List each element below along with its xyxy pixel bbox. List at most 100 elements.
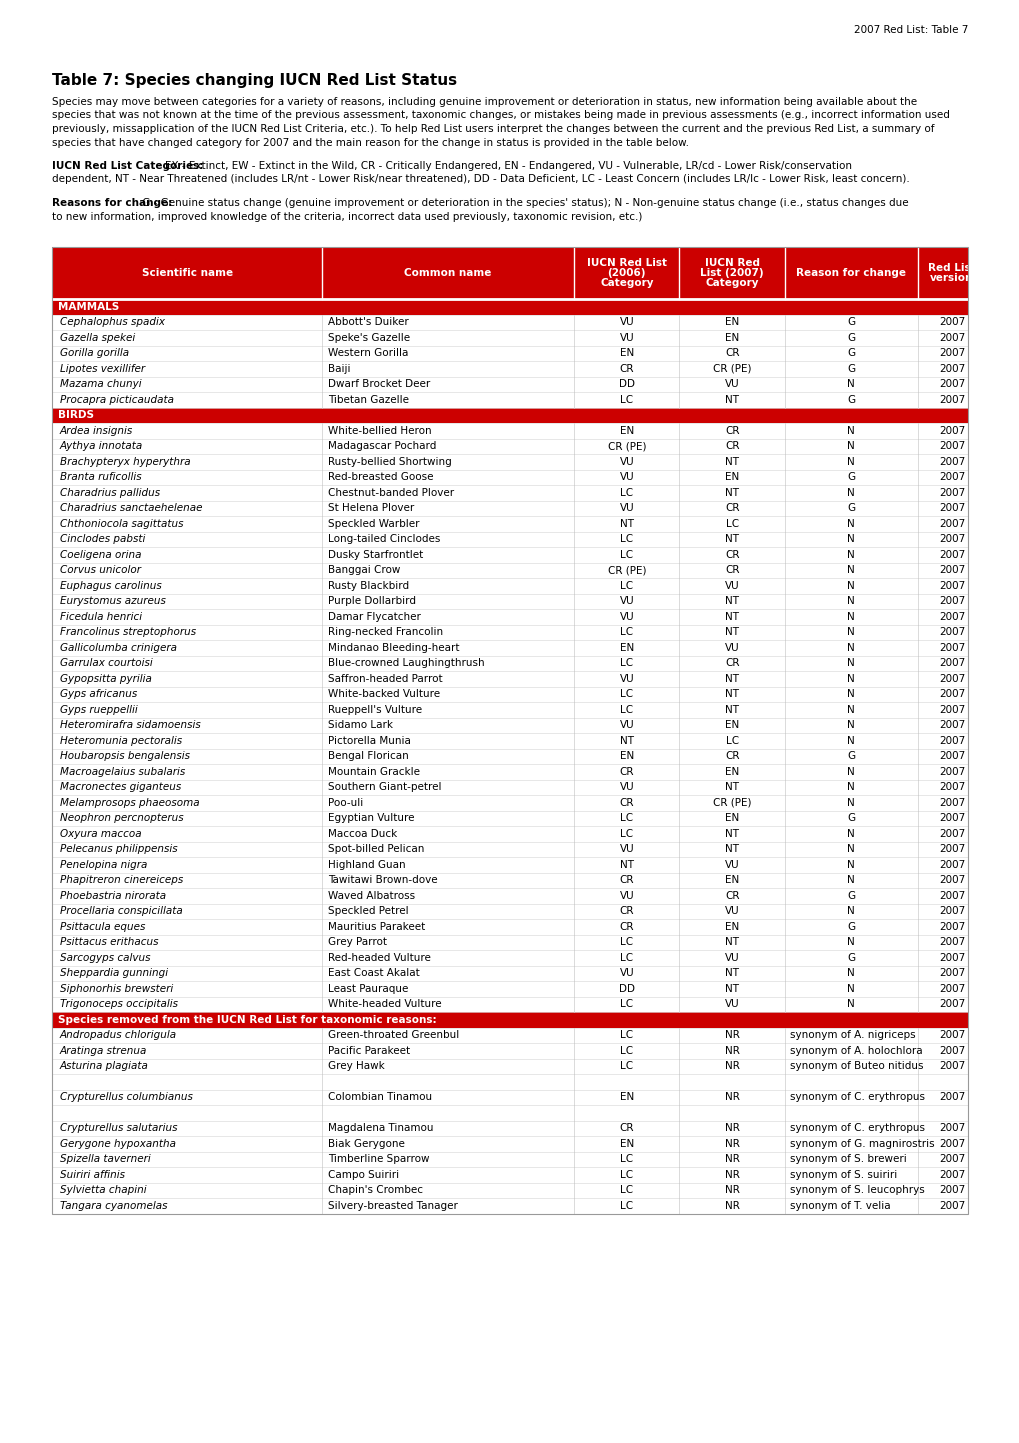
Text: NR: NR xyxy=(723,1061,739,1071)
Text: LC: LC xyxy=(620,1201,633,1211)
Text: VU: VU xyxy=(619,457,634,466)
Text: 2007: 2007 xyxy=(937,999,964,1009)
Text: LC: LC xyxy=(620,1046,633,1056)
Text: EN: EN xyxy=(725,317,739,328)
Text: Colombian Tinamou: Colombian Tinamou xyxy=(328,1092,432,1102)
Bar xyxy=(52,825,967,841)
Text: Gorilla gorilla: Gorilla gorilla xyxy=(60,348,129,358)
Text: 2007: 2007 xyxy=(937,550,964,560)
Text: Houbaropsis bengalensis: Houbaropsis bengalensis xyxy=(60,752,190,762)
Bar xyxy=(52,531,967,547)
Text: 2007: 2007 xyxy=(937,1030,964,1040)
Text: LC: LC xyxy=(620,1185,633,1195)
Text: N: N xyxy=(847,906,854,916)
Bar xyxy=(52,1012,967,1027)
Bar xyxy=(52,1027,967,1043)
Text: Species may move between categories for a variety of reasons, including genuine : Species may move between categories for … xyxy=(52,97,916,107)
Text: Aythya innotata: Aythya innotata xyxy=(60,442,143,452)
Text: Waved Albatross: Waved Albatross xyxy=(328,890,415,900)
Text: 2007: 2007 xyxy=(937,658,964,668)
Text: G: G xyxy=(847,317,855,328)
Bar xyxy=(52,795,967,811)
Bar xyxy=(52,247,967,1214)
Text: CR (PE): CR (PE) xyxy=(712,798,751,808)
Bar xyxy=(52,749,967,763)
Text: 2007: 2007 xyxy=(937,766,964,776)
Text: NT: NT xyxy=(725,534,739,544)
Text: Red-headed Vulture: Red-headed Vulture xyxy=(328,952,431,962)
Text: 2007: 2007 xyxy=(937,860,964,870)
Text: Francolinus streptophorus: Francolinus streptophorus xyxy=(60,628,196,638)
Text: Blue-crowned Laughingthrush: Blue-crowned Laughingthrush xyxy=(328,658,484,668)
Text: N: N xyxy=(847,798,854,808)
Text: N: N xyxy=(847,720,854,730)
Bar xyxy=(52,1043,967,1059)
Text: Gyps rueppellii: Gyps rueppellii xyxy=(60,704,138,714)
Bar xyxy=(52,811,967,825)
Text: VU: VU xyxy=(619,968,634,978)
Text: Pacific Parakeet: Pacific Parakeet xyxy=(328,1046,410,1056)
Text: VU: VU xyxy=(619,472,634,482)
Text: Timberline Sparrow: Timberline Sparrow xyxy=(328,1154,429,1165)
Text: Chthoniocola sagittatus: Chthoniocola sagittatus xyxy=(60,518,183,528)
Text: LC: LC xyxy=(620,690,633,700)
Bar xyxy=(52,1152,967,1167)
Text: EN: EN xyxy=(620,1139,633,1149)
Bar xyxy=(52,949,967,965)
Text: G: G xyxy=(847,890,855,900)
Bar xyxy=(52,593,967,609)
Bar xyxy=(52,887,967,903)
Text: N: N xyxy=(847,828,854,838)
Text: 2007 Red List: Table 7: 2007 Red List: Table 7 xyxy=(853,25,967,35)
Text: VU: VU xyxy=(725,952,739,962)
Text: N: N xyxy=(847,968,854,978)
Text: Speckled Petrel: Speckled Petrel xyxy=(328,906,409,916)
Text: N: N xyxy=(847,674,854,684)
Text: Gallicolumba crinigera: Gallicolumba crinigera xyxy=(60,642,177,652)
Text: 2007: 2007 xyxy=(937,488,964,498)
Text: synonym of C. erythropus: synonym of C. erythropus xyxy=(789,1092,924,1102)
Text: Biak Gerygone: Biak Gerygone xyxy=(328,1139,405,1149)
Text: NT: NT xyxy=(725,596,739,606)
Text: CR (PE): CR (PE) xyxy=(607,442,645,452)
Text: White-backed Vulture: White-backed Vulture xyxy=(328,690,440,700)
Text: EN: EN xyxy=(620,752,633,762)
Text: VU: VU xyxy=(619,333,634,343)
Bar xyxy=(52,563,967,579)
Text: Eurystomus azureus: Eurystomus azureus xyxy=(60,596,166,606)
Text: Red-breasted Goose: Red-breasted Goose xyxy=(328,472,433,482)
Text: Reason for change: Reason for change xyxy=(796,268,905,278)
Text: EN: EN xyxy=(620,1092,633,1102)
Text: NR: NR xyxy=(723,1170,739,1180)
Text: VU: VU xyxy=(619,612,634,622)
Text: LC: LC xyxy=(620,628,633,638)
Text: 2007: 2007 xyxy=(937,1201,964,1211)
Text: CR: CR xyxy=(619,364,634,374)
Bar xyxy=(52,981,967,997)
Text: N: N xyxy=(847,999,854,1009)
Text: Southern Giant-petrel: Southern Giant-petrel xyxy=(328,782,441,792)
Text: N: N xyxy=(847,628,854,638)
Text: synonym of Buteo nitidus: synonym of Buteo nitidus xyxy=(789,1061,922,1071)
Text: EN: EN xyxy=(725,472,739,482)
Text: LC: LC xyxy=(620,938,633,947)
Text: NT: NT xyxy=(725,844,739,854)
Bar xyxy=(52,392,967,407)
Text: VU: VU xyxy=(725,999,739,1009)
Bar xyxy=(52,1089,967,1105)
Text: NR: NR xyxy=(723,1092,739,1102)
Bar xyxy=(52,501,967,517)
Text: Purple Dollarbird: Purple Dollarbird xyxy=(328,596,416,606)
Text: Table 7: Species changing IUCN Red List Status: Table 7: Species changing IUCN Red List … xyxy=(52,74,457,88)
Text: 2007: 2007 xyxy=(937,736,964,746)
Text: 2007: 2007 xyxy=(937,628,964,638)
Text: NR: NR xyxy=(723,1201,739,1211)
Bar xyxy=(52,655,967,671)
Text: VU: VU xyxy=(619,890,634,900)
Text: NT: NT xyxy=(620,736,633,746)
Text: G: G xyxy=(847,395,855,404)
Text: Macroagelaius subalaris: Macroagelaius subalaris xyxy=(60,766,185,776)
Text: Mindanao Bleeding-heart: Mindanao Bleeding-heart xyxy=(328,642,460,652)
Text: Gypopsitta pyrilia: Gypopsitta pyrilia xyxy=(60,674,152,684)
Text: VU: VU xyxy=(619,782,634,792)
